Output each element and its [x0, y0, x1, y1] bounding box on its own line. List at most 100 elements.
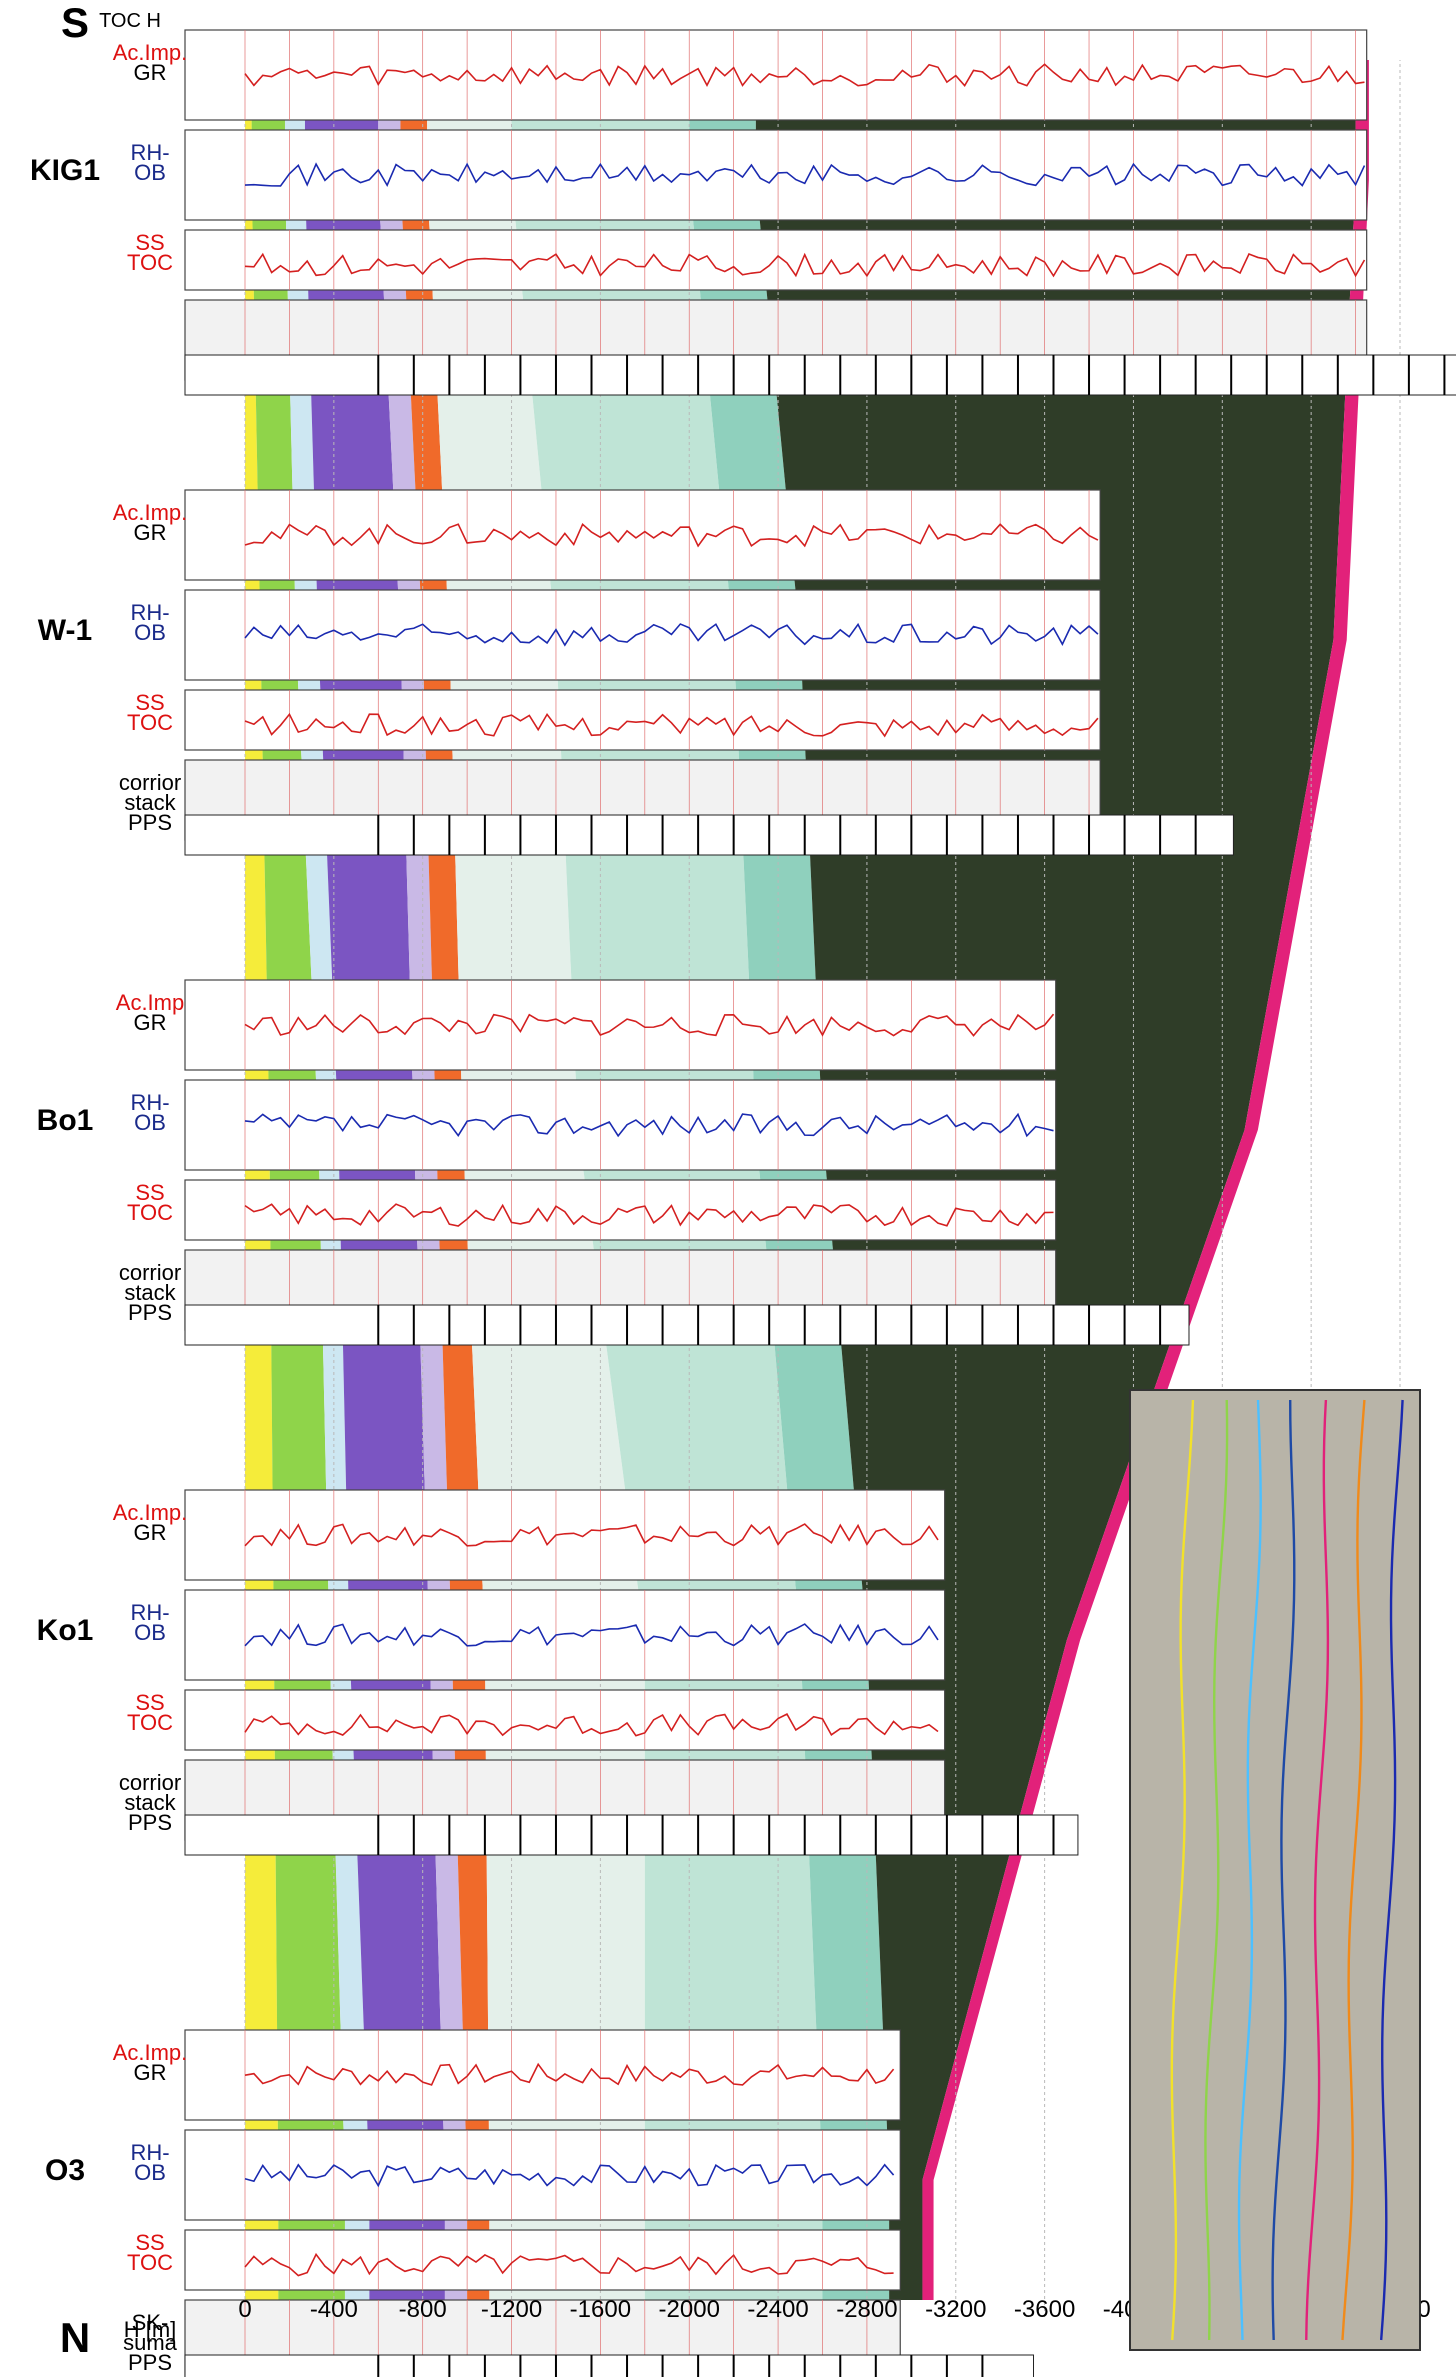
log-track — [184, 1489, 946, 1581]
well-log-label: GR — [134, 60, 167, 85]
depth-tick-label: -2000 — [659, 2296, 720, 2323]
well-log-label: OB — [134, 1110, 166, 1135]
well-log-label: TOC — [127, 1200, 173, 1225]
log-curve — [244, 1112, 1054, 1138]
well-log-label: SK- — [132, 2310, 169, 2335]
inset-horizon — [1271, 1399, 1296, 2341]
well-log-label: SS — [135, 2230, 164, 2255]
well-log-label: GR — [134, 2060, 167, 2085]
well-log-label: SS — [135, 1180, 164, 1205]
depth-tick-label: -1600 — [570, 2296, 631, 2323]
well-name: Bo1 — [37, 1104, 94, 1137]
depth-tick-label: -3200 — [925, 2296, 986, 2323]
well-log-label: Ac.Imp. — [113, 1500, 188, 1525]
depth-tick-label: -800 — [399, 2296, 447, 2323]
pps-track — [184, 1814, 1079, 1856]
well-log-label: GR — [134, 520, 167, 545]
inset-horizon — [1204, 1399, 1229, 2341]
well-log-label: Ac.Imp. — [113, 2040, 188, 2065]
well-log-label: OB — [134, 160, 166, 185]
log-curve — [244, 712, 1099, 738]
well-name: W-1 — [38, 614, 92, 647]
well-log-label: RH- — [130, 1090, 169, 1115]
depth-tick-label: 0 — [238, 2296, 251, 2323]
well-log-label: GR — [134, 1010, 167, 1035]
log-curve — [244, 63, 1365, 88]
pps-track — [184, 814, 1234, 856]
log-curve — [244, 1523, 939, 1547]
log-curve — [244, 1013, 1055, 1037]
inset-horizon — [1170, 1399, 1195, 2341]
log-curve — [244, 162, 1366, 188]
well-log-label: Ac.Imp. — [113, 40, 188, 65]
log-track — [184, 229, 1368, 291]
well-log-label: TOC — [127, 710, 173, 735]
well-name: KIG1 — [30, 154, 100, 187]
well-log-label: Ac.Imp. — [113, 500, 188, 525]
well-log-label: stack — [124, 1790, 176, 1815]
depth-tick-label: -3600 — [1014, 2296, 1075, 2323]
log-curve — [244, 523, 1099, 548]
south-extra-label: TOC H — [99, 10, 161, 32]
well-log-label: suma — [123, 2330, 178, 2355]
north-label: N — [60, 2314, 90, 2361]
well-log-label: corrior — [119, 1260, 181, 1285]
well-log-label: SS — [135, 1690, 164, 1715]
log-curve — [244, 2252, 894, 2277]
well-log-label: GR — [134, 1520, 167, 1545]
log-curve — [244, 2062, 895, 2086]
inset-horizon — [1379, 1399, 1404, 2341]
well-log-label: PPS — [128, 1810, 172, 1835]
inset-horizon — [1341, 1399, 1366, 2341]
depth-tick-label: -2400 — [747, 2296, 808, 2323]
well-log-label: stack — [124, 1280, 176, 1305]
inset-horizon — [1237, 1399, 1262, 2341]
log-track — [184, 979, 1057, 1071]
log-curve — [244, 1623, 939, 1647]
log-track — [184, 1079, 1057, 1171]
wells-group: O3Ac.Imp.GRRH-OBSSTOCSK-sumaPPSKo1Ac.Imp… — [30, 29, 1456, 2377]
log-track — [184, 1689, 946, 1751]
log-curve — [244, 622, 1099, 647]
pps-track — [184, 2354, 1035, 2377]
well-log-label: PPS — [128, 810, 172, 835]
well-log-label: TOC — [127, 2250, 173, 2275]
well-log-label: RH- — [130, 2140, 169, 2165]
well-log-label: SS — [135, 230, 164, 255]
log-track — [184, 689, 1101, 751]
log-curve — [244, 252, 1366, 278]
depth-tick-label: -2800 — [836, 2296, 897, 2323]
seismic-inset — [1129, 1389, 1421, 2351]
depth-tick-label: -400 — [310, 2296, 358, 2323]
log-curve — [244, 1713, 939, 1737]
log-track — [184, 2029, 901, 2121]
inset-frame — [1129, 1389, 1421, 2351]
pps-track — [184, 1304, 1190, 1346]
well-log-label: SS — [135, 690, 164, 715]
depth-tick-label: -1200 — [481, 2296, 542, 2323]
well-log-label: PPS — [128, 1300, 172, 1325]
log-curve — [244, 1203, 1054, 1227]
pps-track — [184, 354, 1456, 396]
depth-unit-label: H [m] — [124, 2317, 177, 2342]
well-name: Ko1 — [37, 1614, 94, 1647]
inset-horizon — [1305, 1399, 1330, 2341]
log-track — [184, 1589, 946, 1681]
well-log-label: OB — [134, 620, 166, 645]
well-log-label: corrior — [119, 770, 181, 795]
well-log-label: RH- — [130, 600, 169, 625]
well-log-label: TOC — [127, 1710, 173, 1735]
log-track — [184, 589, 1101, 681]
well-log-label: TOC — [127, 250, 173, 275]
well-name: O3 — [45, 2154, 85, 2187]
well-log-label: RH- — [130, 140, 169, 165]
south-label: S — [61, 0, 89, 46]
